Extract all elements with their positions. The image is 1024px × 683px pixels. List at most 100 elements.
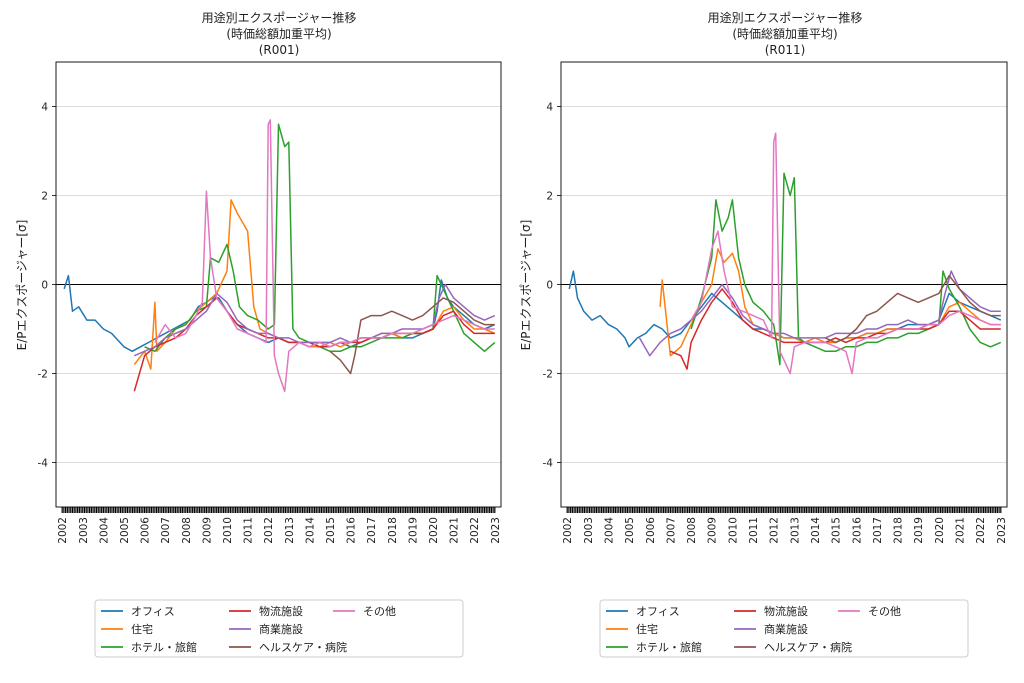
x-tick-label: 2013 <box>789 517 801 544</box>
x-tick-label: 2011 <box>748 517 760 544</box>
legend-label: ヘルスケア・病院 <box>764 640 852 654</box>
legend-box <box>599 599 969 658</box>
chart-title-line-1: 用途別エクスポージャー推移 <box>708 10 863 25</box>
x-tick-label: 2003 <box>78 517 90 544</box>
chart-title-line-3: (R001) <box>259 43 300 57</box>
x-tick-label: 2009 <box>707 517 719 544</box>
legend-item: 商業施設 <box>734 622 808 636</box>
x-tick-label: 2023 <box>996 517 1008 544</box>
x-tick-label: 2008 <box>181 517 193 544</box>
y-tick-label: 2 <box>546 191 553 203</box>
x-tick-label: 2022 <box>469 517 481 544</box>
y-tick-label: 4 <box>41 102 48 114</box>
legend-label: 住宅 <box>131 622 153 636</box>
chart-panel-r011: 用途別エクスポージャー推移 (時価総額加重平均) (R011) E/Pエクスポー… <box>519 10 1008 658</box>
legend-label: その他 <box>363 605 396 618</box>
x-tick-label: 2015 <box>325 517 337 544</box>
legend-label: ヘルスケア・病院 <box>259 640 347 654</box>
x-tick-label: 2022 <box>975 517 987 544</box>
x-tick-label: 2010 <box>222 517 234 544</box>
x-tick-label: 2016 <box>851 517 863 544</box>
series-line-7 <box>154 119 495 393</box>
series-line-7 <box>690 132 1001 375</box>
x-tick-label: 2007 <box>665 517 677 544</box>
plot-area-frame <box>560 61 1008 508</box>
y-tick-label: 0 <box>41 280 48 292</box>
legend-item: オフィス <box>101 605 175 618</box>
x-tick-label: 2012 <box>769 517 781 544</box>
x-tick-label: 2017 <box>872 517 884 544</box>
legend-item: その他 <box>838 605 901 618</box>
x-tick-label: 2015 <box>831 517 843 544</box>
legend-label: その他 <box>868 605 901 618</box>
y-tick-label: -2 <box>543 369 553 381</box>
legend-item: ホテル・旅館 <box>606 640 702 654</box>
x-tick-label: 2019 <box>407 517 419 544</box>
x-tick-label: 2010 <box>727 517 739 544</box>
legend-label: 物流施設 <box>764 604 808 618</box>
x-tick-label: 2005 <box>119 517 131 544</box>
y-tick-label: 0 <box>546 280 553 292</box>
legend-label: 商業施設 <box>259 622 303 636</box>
x-minor-ticks <box>566 507 1002 513</box>
x-tick-label: 2014 <box>810 517 822 544</box>
legend-item: 商業施設 <box>229 622 303 636</box>
chart-panel-r001: 用途別エクスポージャー推移 (時価総額加重平均) (R001) E/Pエクスポー… <box>15 10 502 658</box>
legend-label: ホテル・旅館 <box>131 640 197 654</box>
legend-item: その他 <box>333 605 396 618</box>
y-tick-label: -4 <box>543 458 554 470</box>
x-tick-label: 2004 <box>604 517 616 544</box>
x-tick-label: 2012 <box>263 517 275 544</box>
x-tick-label: 2002 <box>57 517 69 544</box>
series-line-3 <box>144 123 496 353</box>
plot-area-frame <box>55 61 502 508</box>
chart-title-line-2: (時価総額加重平均) <box>226 27 331 41</box>
x-tick-label: 2002 <box>562 517 574 544</box>
chart-title-line-1: 用途別エクスポージャー推移 <box>202 10 357 25</box>
legend-item: ヘルスケア・病院 <box>229 640 347 654</box>
x-tick-label: 2006 <box>645 517 657 544</box>
x-minor-ticks <box>61 507 496 513</box>
chart-title-line-2: (時価総額加重平均) <box>732 27 837 41</box>
legend-label: 商業施設 <box>764 622 808 636</box>
x-tick-label: 2018 <box>387 517 399 544</box>
legend-label: 物流施設 <box>259 604 303 618</box>
x-tick-label: 2005 <box>624 517 636 544</box>
x-tick-label: 2009 <box>201 517 213 544</box>
y-axis-label: E/Pエクスポージャー[σ] <box>15 220 29 351</box>
x-tick-label: 2021 <box>449 517 461 544</box>
x-tick-label: 2020 <box>428 517 440 544</box>
legend-item: 物流施設 <box>229 604 303 618</box>
series-line-1 <box>63 274 496 353</box>
x-tick-label: 2004 <box>98 517 110 544</box>
x-tick-label: 2023 <box>490 517 502 544</box>
legend-item: ホテル・旅館 <box>101 640 197 654</box>
legend-item: 物流施設 <box>734 604 808 618</box>
x-tick-label: 2018 <box>893 517 905 544</box>
y-tick-label: 2 <box>41 191 48 203</box>
x-tick-label: 2008 <box>686 517 698 544</box>
legend-label: オフィス <box>636 605 680 618</box>
y-tick-label: -2 <box>38 369 48 381</box>
legend-label: ホテル・旅館 <box>636 640 702 654</box>
series-line-1 <box>568 270 1002 348</box>
series-line-6 <box>329 297 495 375</box>
legend-label: 住宅 <box>636 622 658 636</box>
x-tick-label: 2019 <box>913 517 925 544</box>
legend-box <box>94 599 464 658</box>
legend-label: オフィス <box>131 605 175 618</box>
y-tick-label: 4 <box>546 102 553 114</box>
x-tick-label: 2016 <box>346 517 358 544</box>
x-tick-label: 2020 <box>934 517 946 544</box>
x-tick-label: 2011 <box>243 517 255 544</box>
legend-item: 住宅 <box>101 622 153 636</box>
legend-item: ヘルスケア・病院 <box>734 640 852 654</box>
x-tick-label: 2006 <box>140 517 152 544</box>
x-tick-label: 2021 <box>955 517 967 544</box>
x-tick-label: 2007 <box>160 517 172 544</box>
series-line-3 <box>690 172 1002 366</box>
legend-item: 住宅 <box>606 622 658 636</box>
